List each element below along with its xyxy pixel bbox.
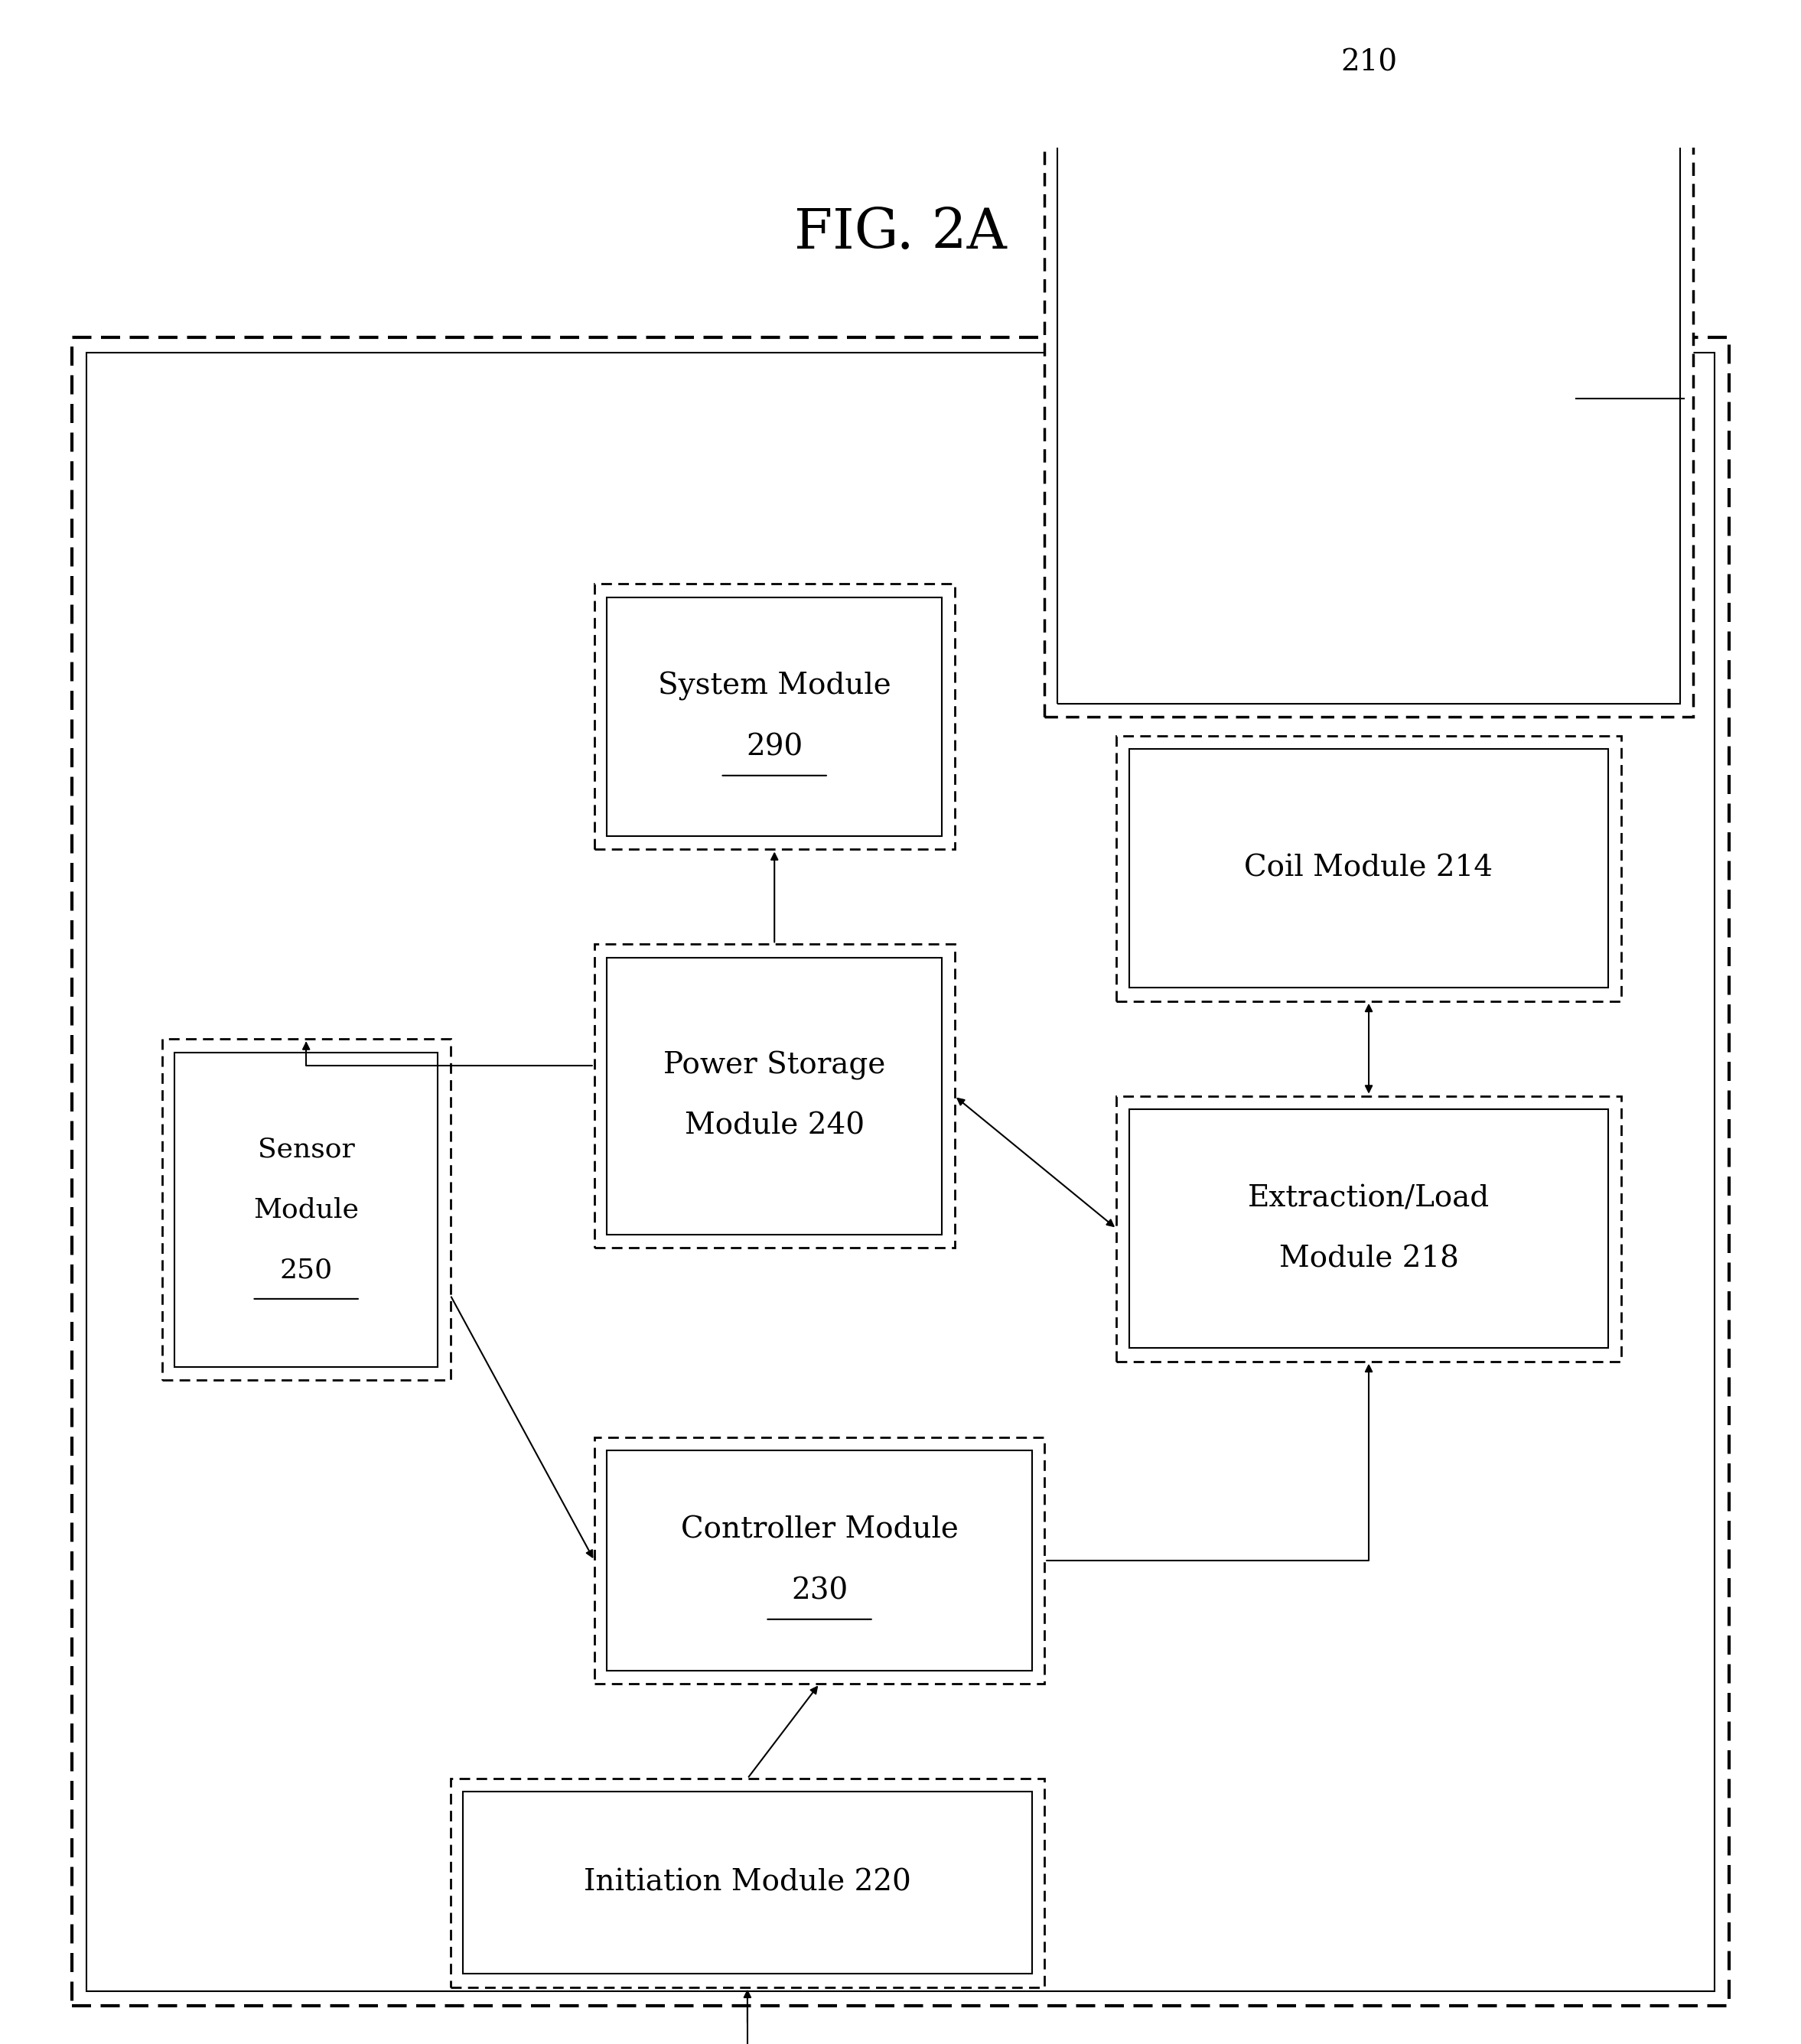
Polygon shape: [450, 1778, 1045, 1987]
Polygon shape: [1117, 1096, 1621, 1361]
Text: Coil Module 214: Coil Module 214: [1244, 854, 1493, 883]
Text: FIG. 2A: FIG. 2A: [794, 206, 1007, 260]
Text: Initiation Module 220: Initiation Module 220: [584, 1868, 911, 1897]
Text: 250: 250: [279, 1257, 333, 1284]
Text: Sensor: Sensor: [258, 1136, 355, 1163]
Text: 200: 200: [1601, 370, 1659, 399]
Text: Extraction/Load: Extraction/Load: [1248, 1183, 1489, 1212]
Text: Module 240: Module 240: [684, 1112, 864, 1141]
Text: Power Storage: Power Storage: [663, 1051, 886, 1079]
Text: 230: 230: [791, 1576, 848, 1605]
Text: Module 218: Module 218: [1279, 1245, 1459, 1273]
Polygon shape: [162, 1038, 450, 1380]
Polygon shape: [1045, 0, 1693, 717]
Text: Controller Module: Controller Module: [681, 1517, 958, 1545]
Polygon shape: [1117, 736, 1621, 1002]
Text: Module: Module: [254, 1196, 358, 1222]
Polygon shape: [594, 585, 955, 850]
Text: 290: 290: [746, 734, 803, 760]
Polygon shape: [594, 944, 955, 1247]
Polygon shape: [594, 1437, 1045, 1684]
Text: 210: 210: [1340, 49, 1398, 78]
Text: System Module: System Module: [657, 672, 891, 701]
